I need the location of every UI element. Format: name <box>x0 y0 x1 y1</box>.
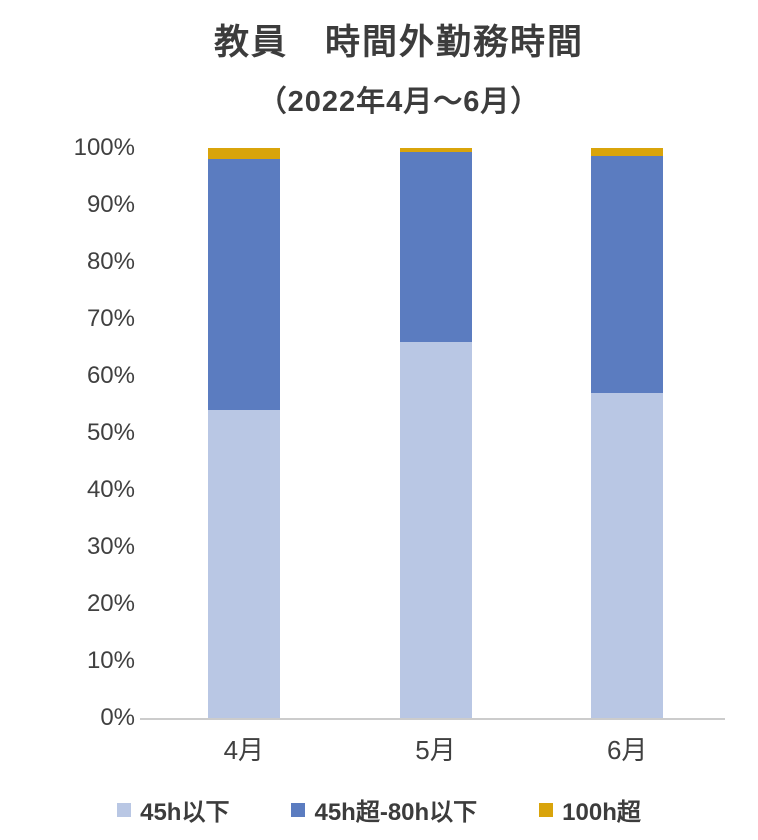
legend-item: 100h超 <box>539 792 641 827</box>
y-tick-label: 100% <box>73 134 135 161</box>
chart-subtitle: （2022年4月～6月） <box>257 86 541 118</box>
bar-segment <box>399 152 472 342</box>
y-tick-label: 40% <box>86 476 135 503</box>
bar-segment <box>207 159 280 411</box>
bar-segment <box>591 156 664 394</box>
y-tick-label: 50% <box>86 419 135 446</box>
legend-item: 45h超-80h以下 <box>291 792 477 827</box>
bar-segment <box>399 341 472 718</box>
bar-segment <box>591 393 664 718</box>
legend-swatch-icon <box>539 802 554 817</box>
legend-swatch-icon <box>291 802 306 817</box>
y-tick-label: 30% <box>86 533 135 560</box>
x-axis-line <box>140 718 725 720</box>
y-axis: 100% 90% 80% 70% 60% 50% 40% 30% 20% 10% 0% <box>0 134 135 731</box>
x-category-label: 5月 <box>415 735 456 765</box>
bar-segment <box>399 148 472 153</box>
stacked-bar-6月 <box>591 148 664 718</box>
legend-swatch-icon <box>117 802 132 817</box>
y-tick-label: 10% <box>86 647 135 674</box>
legend-item: 45h以下 <box>117 792 229 827</box>
x-axis: 4月 5月 6月 <box>148 730 723 767</box>
stacked-bar-5月 <box>399 148 472 718</box>
y-tick-label: 60% <box>86 362 135 389</box>
bar-segment <box>207 410 280 718</box>
legend-label: 45h超-80h以下 <box>314 799 478 826</box>
legend: 45h以下 45h超-80h以下 100h超 <box>0 792 758 827</box>
y-tick-label: 90% <box>86 191 135 218</box>
chart-title: 教員 時間外勤務時間 <box>213 23 584 62</box>
plot-area <box>140 148 725 720</box>
x-category-label: 6月 <box>606 735 648 765</box>
stacked-bar-4月 <box>207 148 280 718</box>
y-tick-label: 0% <box>100 704 135 731</box>
legend-label: 100h超 <box>562 799 641 826</box>
bar-segment <box>591 148 664 156</box>
y-tick-label: 80% <box>86 248 135 275</box>
y-tick-label: 70% <box>86 305 135 332</box>
y-tick-label: 20% <box>86 590 135 617</box>
bar-segment <box>207 148 280 160</box>
legend-label: 45h以下 <box>140 799 230 826</box>
x-category-label: 4月 <box>223 735 265 765</box>
